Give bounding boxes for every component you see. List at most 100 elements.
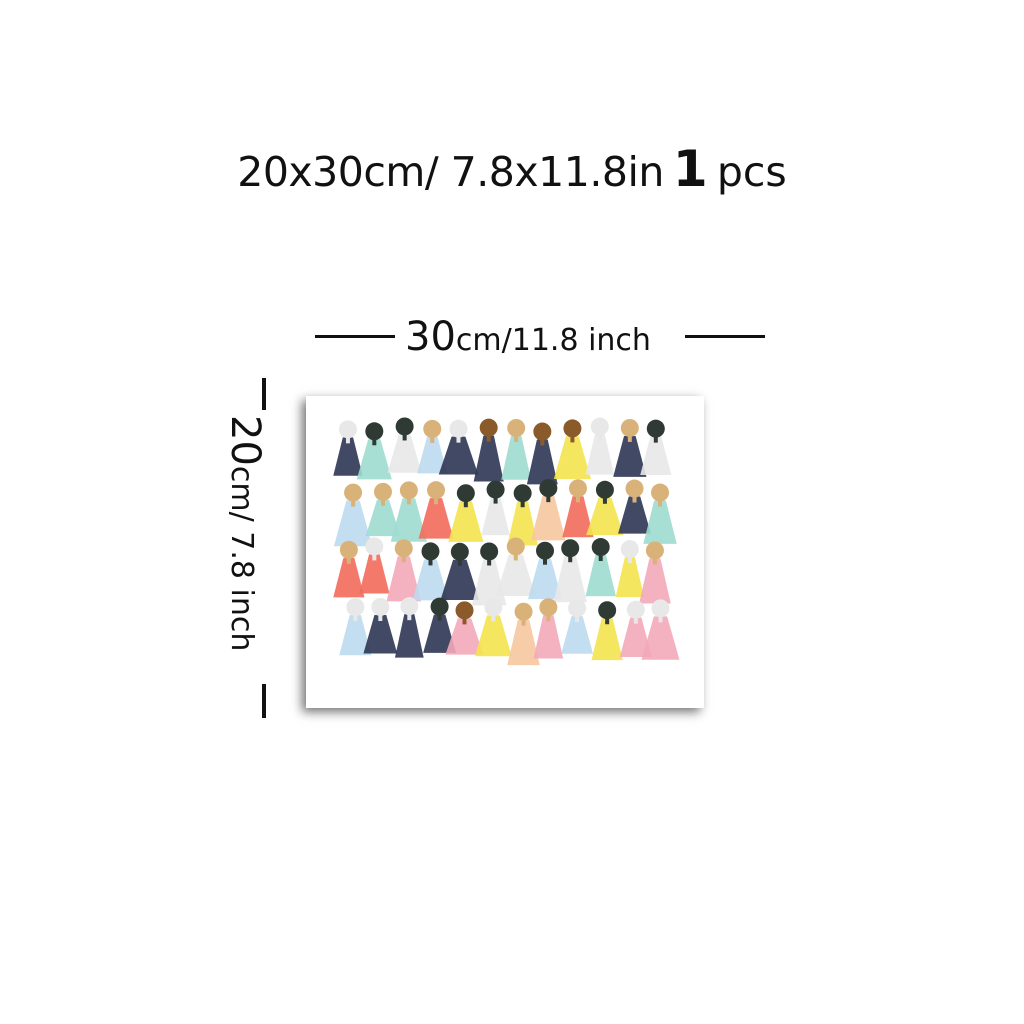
figure (387, 417, 422, 473)
figure-head (506, 537, 525, 556)
figure-body (639, 558, 671, 604)
figure-body (438, 436, 479, 475)
figure (417, 419, 448, 474)
figure-body (365, 499, 401, 537)
figure (438, 419, 479, 475)
figure-body (448, 501, 484, 542)
figure-neck (372, 437, 377, 446)
figure-head (561, 539, 580, 558)
figure (591, 601, 623, 661)
figure-body (333, 500, 373, 547)
figure (615, 540, 645, 597)
figure-head (338, 420, 357, 439)
figure-head (365, 422, 384, 441)
figure-head (449, 419, 468, 438)
figure-body (390, 498, 427, 542)
figure-neck (521, 617, 526, 626)
figure-neck (540, 437, 545, 446)
figure-head (450, 542, 469, 561)
figure (445, 601, 484, 655)
figure-neck (406, 496, 411, 505)
figure-body (417, 436, 448, 474)
figure-body (495, 554, 536, 597)
figure-neck (346, 555, 351, 564)
figure-neck (605, 616, 610, 625)
figure-head (598, 601, 617, 620)
figure-head (484, 598, 503, 617)
figure-neck (402, 432, 407, 441)
figure-head (514, 602, 533, 621)
figure-neck (598, 553, 603, 562)
figure-body (615, 557, 645, 597)
figure (473, 418, 504, 482)
figure (394, 597, 424, 658)
figure-neck (568, 554, 573, 563)
figure-neck (633, 615, 638, 624)
figure-head (427, 481, 446, 500)
figure-neck (520, 499, 525, 508)
figure-head (486, 480, 505, 499)
width-value: 30 (405, 314, 456, 360)
figure (333, 483, 373, 547)
figure-body (586, 497, 624, 536)
figure (440, 542, 480, 600)
figure-body (585, 555, 616, 597)
figure (390, 481, 427, 542)
figure-body (591, 618, 623, 661)
quantity-unit: pcs (716, 148, 787, 196)
figure-head (625, 479, 644, 498)
size-text: 20x30cm/ 7.8x11.8in (237, 148, 664, 196)
figure-neck (602, 495, 607, 504)
figure-head (533, 422, 552, 441)
figure (641, 599, 680, 660)
figure-body (359, 554, 390, 594)
figure-head (339, 540, 358, 559)
figure-head (346, 598, 365, 617)
width-unit: cm/11.8 inch (455, 323, 651, 358)
figure-head (620, 540, 639, 559)
figure-neck (345, 435, 350, 444)
figure (481, 480, 510, 536)
figure-body (531, 496, 566, 541)
figure-neck (428, 557, 433, 566)
figure-neck (514, 433, 519, 442)
figure-head (590, 417, 609, 436)
figure-neck (627, 433, 632, 442)
figure-body (423, 614, 457, 653)
figure (474, 598, 512, 657)
figure (619, 600, 652, 658)
figure-body (333, 557, 365, 598)
figure (553, 419, 591, 479)
figure-body (474, 615, 512, 657)
figure-body (507, 501, 539, 546)
figure (561, 599, 594, 654)
figure-body (445, 618, 484, 655)
width-line-left (315, 335, 395, 338)
figure-neck (434, 496, 439, 505)
figure (553, 539, 588, 603)
figure (363, 597, 398, 654)
figure (423, 597, 457, 653)
figure-neck (546, 613, 551, 622)
figure-neck (570, 434, 575, 443)
figure-body (473, 435, 504, 482)
figure (495, 537, 536, 597)
figure-head (646, 419, 665, 438)
figures-artwork (333, 417, 680, 666)
figure-neck (658, 614, 663, 623)
figure-body (562, 496, 594, 538)
figure-neck (575, 614, 580, 623)
width-line-right (685, 335, 765, 338)
figure-neck (407, 612, 412, 621)
figure-body (585, 434, 615, 475)
figure (365, 482, 401, 537)
figure (386, 539, 421, 602)
figure (562, 479, 594, 538)
figure-head (423, 419, 442, 438)
figure-neck (372, 552, 377, 561)
figure-head (371, 597, 390, 616)
figure-neck (513, 552, 518, 561)
figure (526, 422, 558, 485)
figure-neck (456, 434, 461, 443)
figure-body (618, 496, 651, 534)
